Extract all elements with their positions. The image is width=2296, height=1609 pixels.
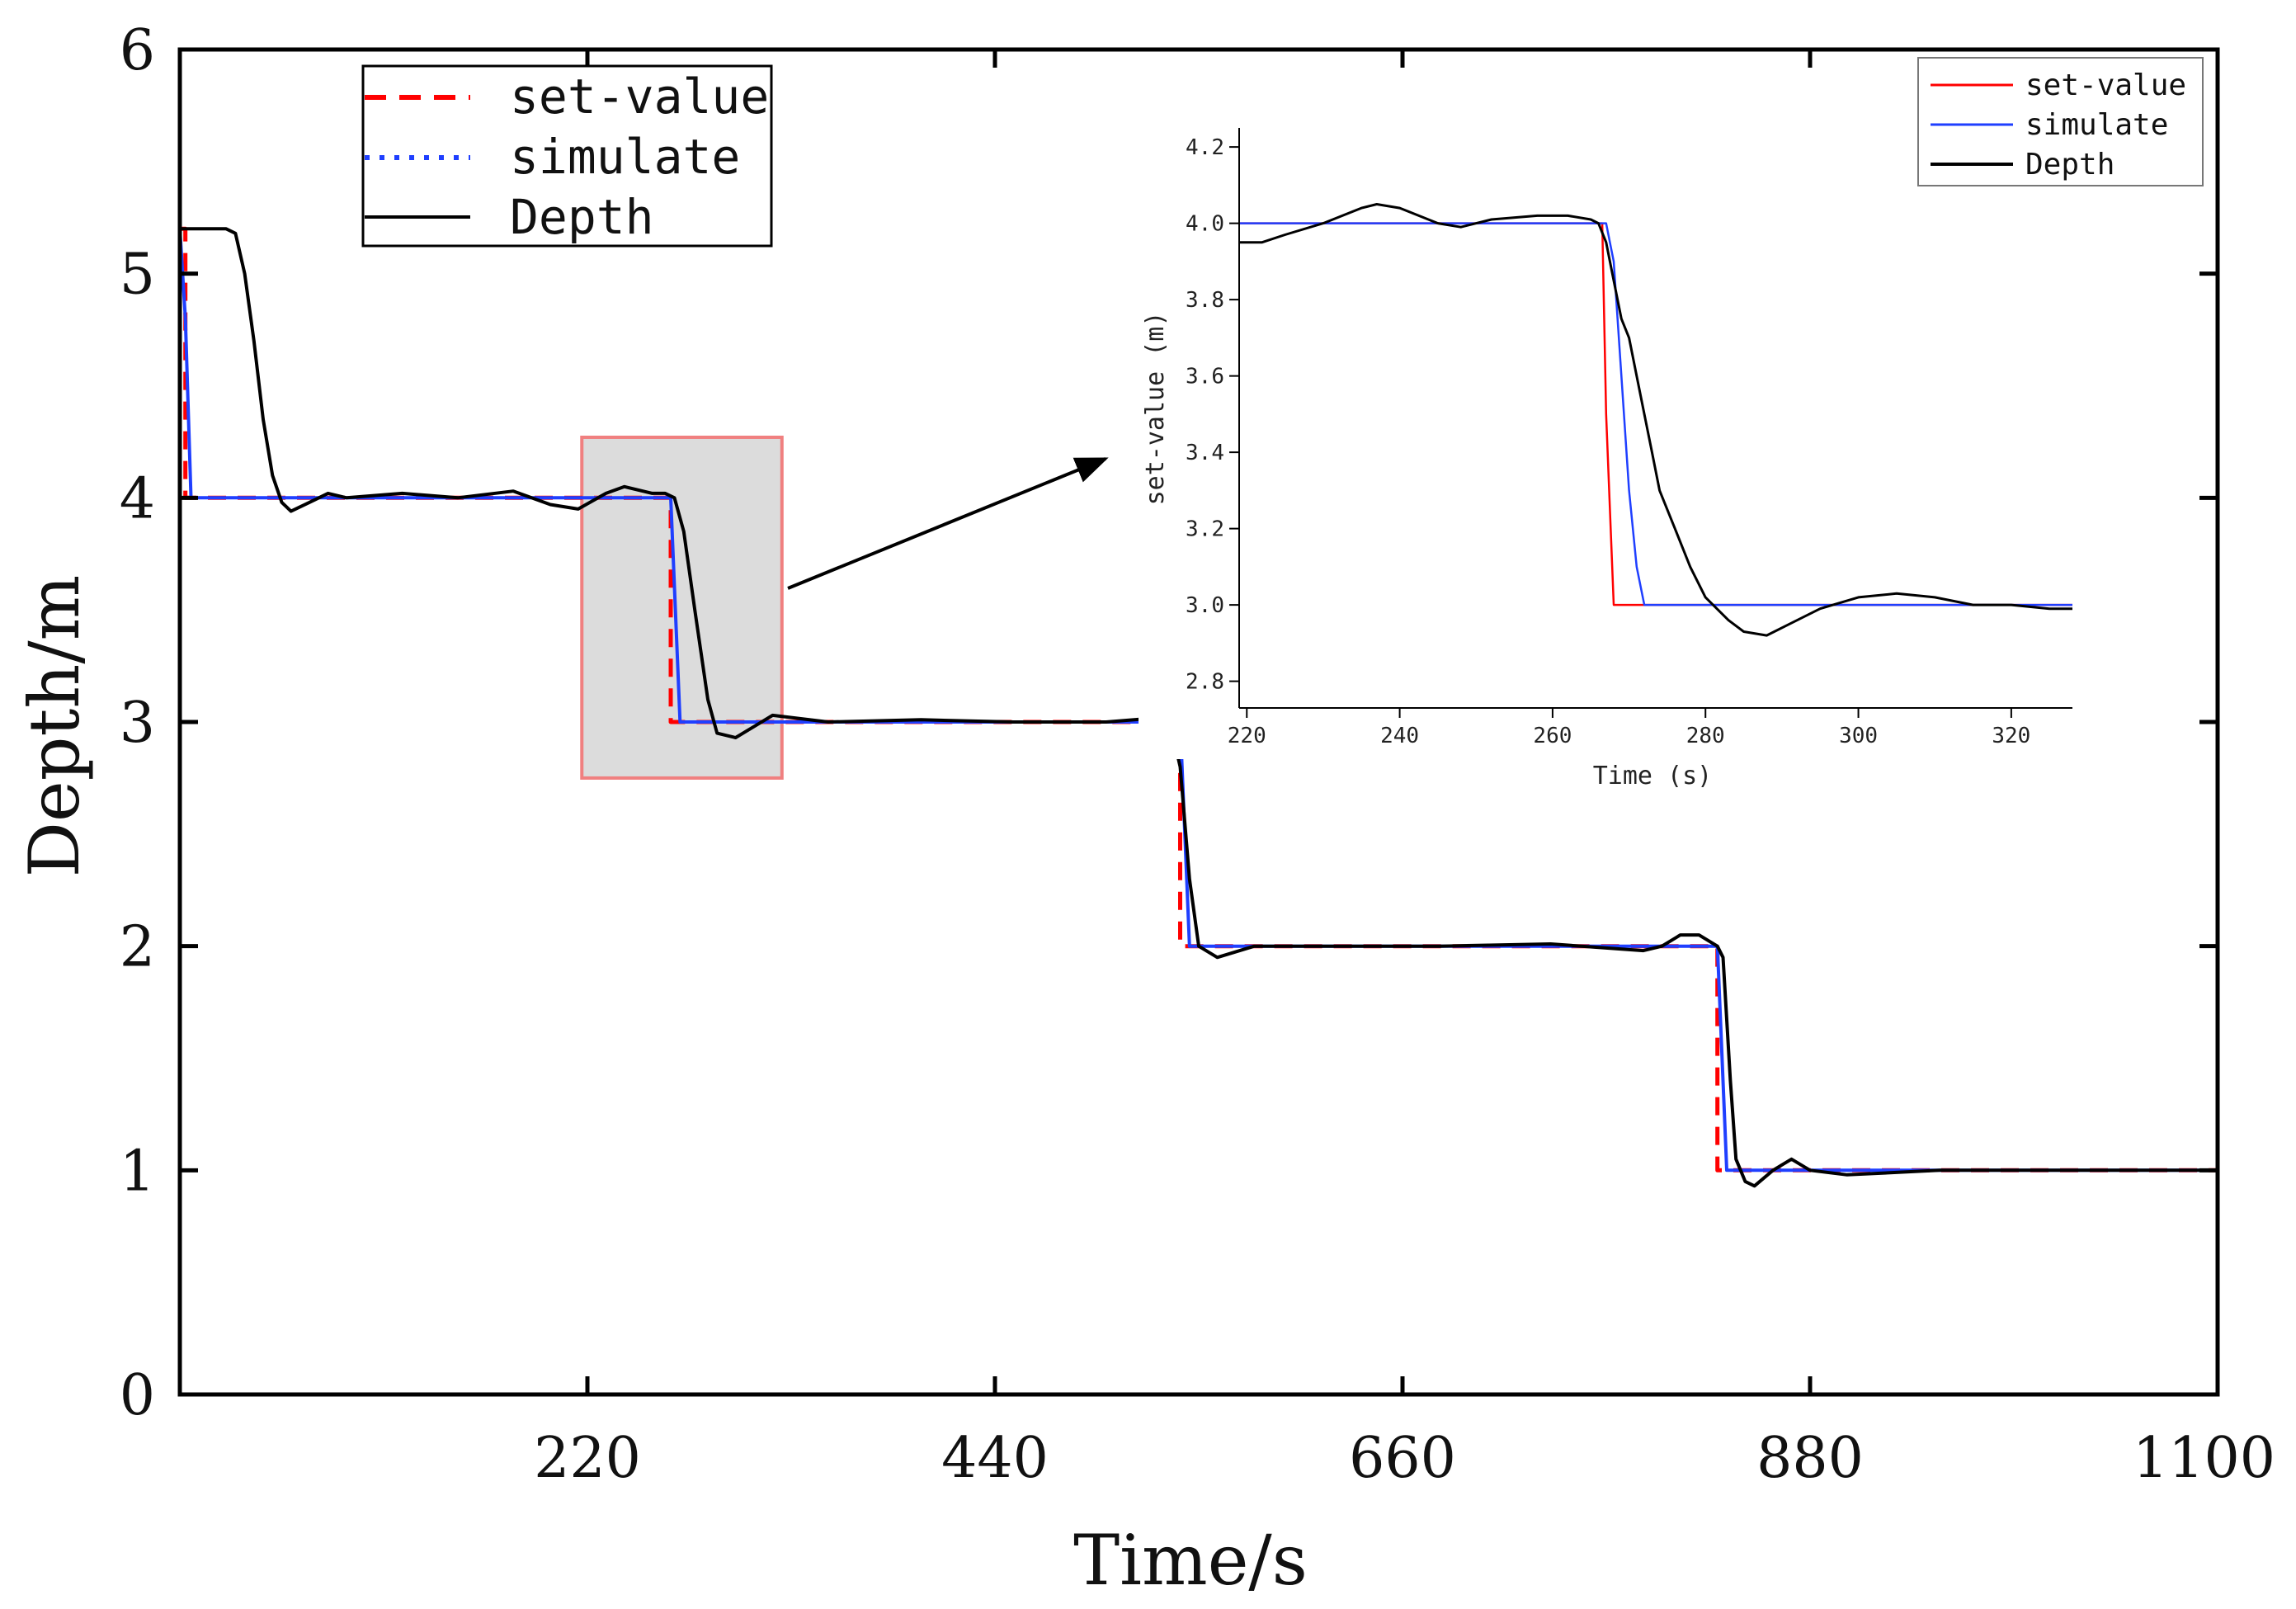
inset-x-tick-label-300: 300	[1839, 724, 1878, 748]
main-legend-label-simulate: simulate	[510, 129, 740, 185]
inset-x-axis-title: Time (s)	[1593, 762, 1713, 790]
main-y-tick-label-4: 4	[120, 466, 155, 531]
inset-y-axis-title: set-value (m)	[1141, 312, 1170, 506]
main-x-tick-label-220: 220	[534, 1426, 641, 1491]
main-y-tick-label-6: 6	[120, 18, 155, 83]
main-legend: set-value simulate Depth	[361, 64, 773, 248]
main-x-tick-label-660: 660	[1349, 1426, 1456, 1491]
main-series-simulate	[178, 229, 2218, 1173]
main-y-tick-label-5: 5	[120, 243, 155, 308]
inset-legend-label-depth: Depth	[2025, 148, 2114, 182]
main-series-depth	[180, 227, 2218, 1188]
inset-y-tick-label-3-6: 3.6	[1186, 365, 1224, 389]
main-y-axis-title: Depth/m	[14, 575, 95, 878]
main-series-group	[178, 226, 2218, 1188]
main-x-tick-label-1100: 1100	[2133, 1426, 2275, 1491]
inset-x-axis: 220 240 260 280 300 320	[1228, 708, 2030, 748]
inset-series-depth	[1239, 203, 2072, 637]
inset-y-tick-label-3-0: 3.0	[1186, 593, 1224, 618]
inset-x-tick-label-260: 260	[1533, 724, 1572, 748]
inset-chart: 2.8 3.0 3.2 3.4 3.6 3.8 4.0 4.2 220 240 260 280 300…	[1139, 57, 2204, 790]
inset-x-tick-label-220: 220	[1228, 724, 1266, 748]
zoom-arrow	[787, 457, 1109, 590]
inset-y-tick-label-4-0: 4.0	[1186, 212, 1224, 237]
inset-series-group	[1239, 203, 2072, 637]
inset-x-tick-label-320: 320	[1992, 724, 2030, 748]
inset-x-tick-label-280: 280	[1686, 724, 1725, 748]
main-y-tick-label-2: 2	[120, 915, 155, 980]
inset-legend: set-value simulate Depth	[1917, 57, 2204, 186]
inset-y-tick-label-3-4: 3.4	[1186, 441, 1224, 465]
inset-axes	[1238, 128, 2072, 709]
inset-background	[1139, 116, 2079, 759]
main-x-axis: 220 440 660 880 1100	[534, 50, 2275, 1491]
inset-legend-label-set-value: set-value	[2025, 68, 2186, 102]
inset-y-tick-label-2-8: 2.8	[1186, 670, 1224, 695]
main-y-tick-label-3: 3	[120, 691, 155, 756]
main-legend-label-depth: Depth	[510, 189, 654, 245]
main-x-axis-title: Time/s	[1073, 1520, 1308, 1601]
main-legend-label-set-value: set-value	[510, 68, 769, 125]
main-x-tick-label-880: 880	[1756, 1426, 1864, 1491]
inset-y-tick-label-4-2: 4.2	[1186, 135, 1224, 160]
inset-y-axis: 2.8 3.0 3.2 3.4 3.6 3.8 4.0 4.2	[1186, 135, 1239, 695]
main-y-tick-label-1: 1	[120, 1139, 155, 1204]
inset-y-tick-label-3-2: 3.2	[1186, 517, 1224, 542]
inset-series-simulate	[1239, 222, 2072, 606]
main-x-tick-label-440: 440	[941, 1426, 1049, 1491]
inset-x-tick-label-240: 240	[1380, 724, 1419, 748]
inset-y-tick-label-3-8: 3.8	[1186, 288, 1224, 313]
main-y-axis: 0 1 2 3 4 5 6	[120, 18, 2218, 1428]
inset-legend-label-simulate: simulate	[2025, 108, 2168, 142]
main-y-tick-label-0: 0	[120, 1363, 155, 1428]
